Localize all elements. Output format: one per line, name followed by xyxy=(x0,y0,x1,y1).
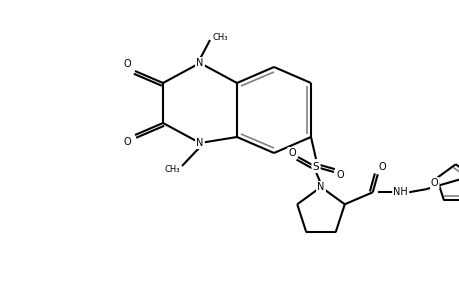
Text: O: O xyxy=(430,178,437,188)
Text: S: S xyxy=(312,162,319,172)
Text: O: O xyxy=(123,59,130,69)
Text: NH: NH xyxy=(392,187,407,197)
Text: N: N xyxy=(317,182,324,192)
Text: N: N xyxy=(196,58,203,68)
Text: O: O xyxy=(378,162,386,172)
Text: O: O xyxy=(336,170,343,180)
Text: N: N xyxy=(317,182,324,192)
Text: N: N xyxy=(196,138,203,148)
Text: CH₃: CH₃ xyxy=(212,32,227,41)
Text: N: N xyxy=(196,58,203,68)
Text: CH₃: CH₃ xyxy=(164,164,179,173)
Text: O: O xyxy=(123,137,130,147)
Text: O: O xyxy=(287,148,295,158)
Text: S: S xyxy=(312,162,319,172)
Text: NH: NH xyxy=(392,187,407,197)
Text: N: N xyxy=(196,138,203,148)
